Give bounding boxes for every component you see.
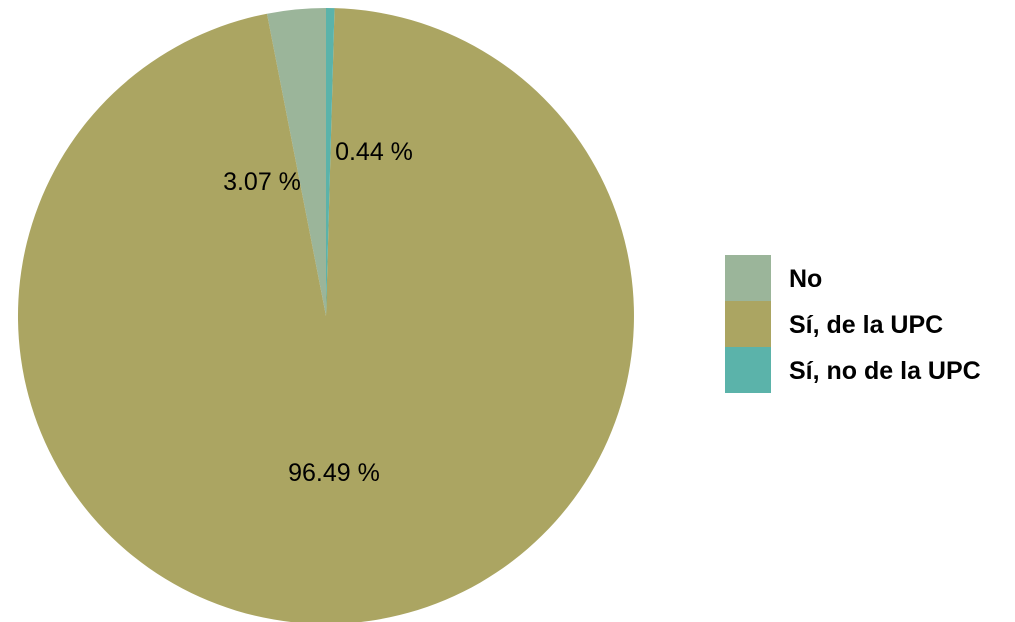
legend-swatch-s-de-la-upc <box>725 301 771 347</box>
legend-label-s-no-de-la-upc: Sí, no de la UPC <box>789 357 981 385</box>
data-label-s-no-de-la-upc: 0.44 % <box>335 138 413 166</box>
legend-label-no: No <box>789 265 822 293</box>
data-label-s-de-la-upc: 96.49 % <box>288 459 380 487</box>
legend-label-s-de-la-upc: Sí, de la UPC <box>789 311 943 339</box>
pie-data-labels: 3.07 % 96.49 % 0.44 % <box>223 138 413 487</box>
legend-swatch-s-no-de-la-upc <box>725 347 771 393</box>
legend-swatch-no <box>725 255 771 301</box>
pie-slices <box>17 7 634 622</box>
pie-slice-s-no-de-la-upc <box>326 8 335 316</box>
pie-slice-no <box>266 7 326 316</box>
data-label-no: 3.07 % <box>223 168 301 196</box>
legend: No Sí, de la UPC Sí, no de la UPC <box>725 255 981 393</box>
pie-slice-s-de-la-upc <box>17 8 634 622</box>
